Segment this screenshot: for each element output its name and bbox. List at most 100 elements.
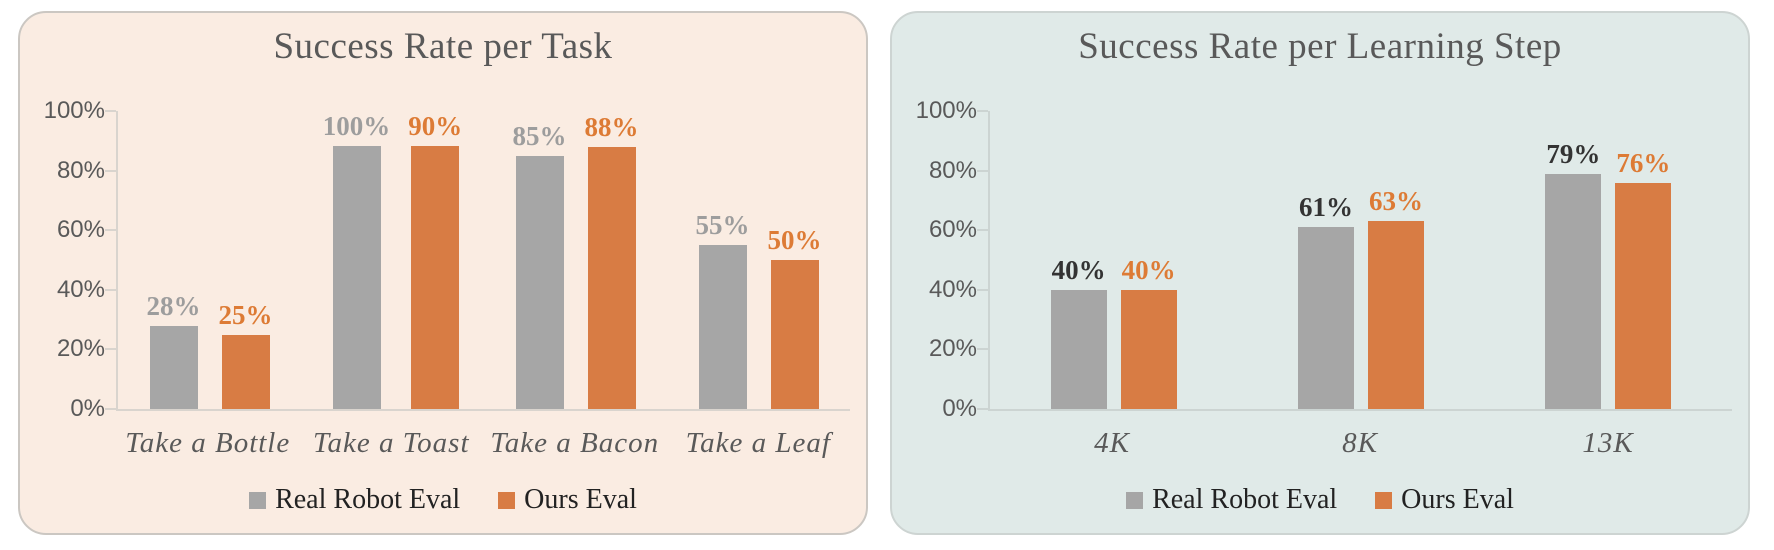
bar (698, 245, 747, 409)
legend-item: Real Robot Eval (1126, 484, 1337, 516)
bar-value-label: 63% (1368, 186, 1423, 217)
y-axis-label: 20% (56, 335, 105, 363)
bar (1367, 221, 1424, 409)
y-axis-label: 60% (928, 216, 977, 244)
bar-group: 100% (322, 111, 391, 409)
bar-group: 25% (219, 111, 273, 409)
chart-title: Success Rate per Task (273, 26, 613, 67)
bar-value-label: 88% (584, 111, 639, 142)
legend-label: Ours Eval (1401, 484, 1514, 515)
bar-value-label: 28% (146, 290, 201, 321)
bar-group: 85% (513, 111, 567, 409)
bar-group: 40% (1050, 111, 1107, 409)
bar-value-label: 25% (218, 299, 273, 330)
bar-value-label: 40% (1051, 254, 1106, 285)
bar-group: 50% (768, 111, 822, 409)
x-axis-label: 8K (1342, 427, 1378, 459)
legend-swatch (498, 491, 516, 509)
bar-value-label: 100% (322, 111, 391, 141)
chart-title: Success Rate per Learning Step (1078, 26, 1562, 67)
bar (770, 260, 819, 409)
x-axis-label: Take a Toast (312, 427, 470, 459)
task-chart-panel: Success Rate per Task 100% 80% 60% 40% 20% 0%… (18, 11, 868, 535)
y-axis-label: 80% (928, 156, 977, 184)
y-axis-tick (105, 229, 116, 232)
plot-area: 100% 80% 60% 40% 20% 0% 28% 25% 100% 90% 85% 88% 55… (44, 97, 850, 422)
x-axis-labels: Take a Bottle Take a Toast Take a Bacon Tak… (116, 427, 850, 460)
y-axis-tick (105, 348, 116, 351)
bar (587, 146, 636, 409)
legend-label: Ours Eval (524, 484, 637, 515)
y-axis-tick (977, 408, 988, 410)
category-group: 85% 88% (484, 111, 667, 409)
bar (1545, 173, 1602, 409)
y-axis-label: 20% (928, 335, 977, 363)
y-axis-label: 100% (915, 97, 977, 124)
x-axis-label: Take a Leaf (685, 427, 831, 459)
bars-container: 28% 25% 100% 90% 85% 88% 55% 50% (118, 111, 850, 409)
bar-value-label: 76% (1616, 147, 1671, 178)
legend: Real Robot Eval Ours Eval (892, 484, 1748, 516)
y-axis-tick (977, 348, 988, 351)
y-axis-tick (977, 169, 988, 172)
bar (149, 325, 198, 409)
legend-swatch (1375, 491, 1393, 509)
plot-area: 100% 80% 60% 40% 20% 0% 40% 40% 61% 63% 79% 76% (916, 97, 1732, 422)
legend-item: Real Robot Eval (249, 484, 460, 516)
bar-value-label: 55% (695, 210, 750, 241)
y-axis-tick (977, 110, 988, 112)
category-group: 79% 76% (1485, 111, 1732, 409)
bar-value-label: 79% (1546, 138, 1601, 169)
x-axis-label: 13K (1582, 427, 1634, 459)
y-axis-label: 0% (70, 395, 105, 422)
legend-label: Real Robot Eval (275, 484, 461, 515)
x-axis-labels: 4K 8K 13K (988, 427, 1732, 460)
bar-group: 88% (585, 111, 639, 409)
legend-item: Ours Eval (1375, 484, 1514, 516)
y-axis-label: 40% (928, 275, 977, 303)
category-group: 55% 50% (667, 111, 850, 409)
y-axis-label: 0% (942, 395, 977, 422)
y-axis-tick (105, 169, 116, 172)
y-axis-tick (105, 408, 116, 410)
bar (1120, 289, 1177, 409)
bar-value-label: 50% (767, 225, 822, 255)
legend: Real Robot Eval Ours Eval (20, 484, 866, 516)
y-axis-tick (105, 288, 116, 291)
category-group: 61% 63% (1237, 111, 1484, 409)
y-axis-label: 80% (56, 156, 105, 184)
bar (515, 155, 564, 409)
y-axis-label: 40% (56, 275, 105, 303)
bar (221, 334, 270, 409)
category-group: 40% 40% (990, 111, 1237, 409)
y-axis-label: 60% (56, 216, 105, 244)
y-axis-label: 100% (43, 97, 105, 124)
bar-value-label: 90% (408, 111, 463, 141)
bar-group: 61% (1297, 111, 1354, 409)
category-group: 100% 90% (301, 111, 484, 409)
x-axis-label: 4K (1094, 427, 1130, 459)
legend-label: Real Robot Eval (1152, 484, 1338, 515)
bar-group: 63% (1367, 111, 1424, 409)
bar-group: 90% (408, 111, 462, 409)
bar-group: 40% (1120, 111, 1177, 409)
y-axis-tick (977, 229, 988, 232)
bar-value-label: 40% (1121, 254, 1176, 285)
learning-step-chart-panel: Success Rate per Learning Step 100% 80% 60… (890, 11, 1750, 535)
bar-group: 55% (696, 111, 750, 409)
legend-item: Ours Eval (498, 484, 637, 516)
bar-value-label: 61% (1298, 192, 1353, 223)
bar-group: 28% (147, 111, 201, 409)
bar (1050, 289, 1107, 409)
legend-swatch (249, 491, 267, 509)
y-axis-tick (977, 288, 988, 291)
bar-value-label: 85% (512, 120, 567, 151)
bar-group: 79% (1545, 111, 1602, 409)
y-axis-tick (105, 110, 116, 112)
bar (411, 146, 460, 409)
bar (1615, 182, 1672, 409)
bars-container: 40% 40% 61% 63% 79% 76% (990, 111, 1732, 409)
bar-group: 76% (1615, 111, 1672, 409)
legend-swatch (1126, 491, 1144, 509)
